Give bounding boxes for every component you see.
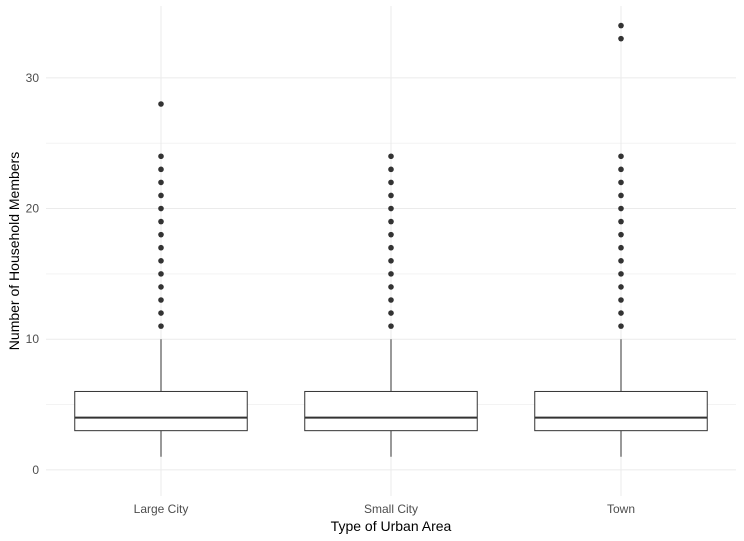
outlier-point bbox=[158, 284, 164, 290]
outlier-point bbox=[618, 218, 624, 225]
y-tick-label: 20 bbox=[26, 202, 40, 216]
outlier-point bbox=[618, 166, 624, 173]
box-small-city bbox=[304, 153, 478, 457]
outlier-point bbox=[388, 310, 394, 316]
outlier-point bbox=[618, 22, 624, 29]
outlier-point bbox=[158, 192, 164, 199]
outlier-point bbox=[158, 205, 164, 212]
outlier-point bbox=[388, 192, 394, 199]
outlier-point bbox=[618, 297, 624, 303]
tick-labels: 0 10 20 30 Large City Small City Town bbox=[26, 71, 635, 516]
x-tick-label: Small City bbox=[364, 502, 418, 516]
outlier-point bbox=[618, 310, 624, 316]
outlier-point bbox=[388, 271, 394, 277]
x-tick-label: Large City bbox=[134, 502, 189, 516]
y-axis-title: Number of Household Members bbox=[6, 152, 22, 350]
outlier-point bbox=[158, 244, 164, 251]
outlier-point bbox=[158, 166, 164, 173]
outlier-point bbox=[618, 231, 624, 238]
outlier-point bbox=[158, 271, 164, 277]
outlier-point bbox=[618, 35, 624, 42]
outlier-point bbox=[388, 231, 394, 238]
outlier-point bbox=[158, 258, 164, 264]
outlier-point bbox=[158, 101, 164, 107]
outlier-point bbox=[388, 205, 394, 212]
box-iqr bbox=[304, 390, 478, 432]
y-tick-label: 30 bbox=[26, 71, 40, 85]
outlier-point bbox=[618, 153, 624, 160]
outlier-point bbox=[388, 166, 394, 173]
box-large-city bbox=[74, 101, 248, 457]
outlier-point bbox=[618, 179, 624, 186]
outlier-point bbox=[158, 218, 164, 225]
boxes bbox=[74, 22, 708, 457]
outlier-point bbox=[158, 297, 164, 303]
outlier-point bbox=[618, 244, 624, 251]
outlier-point bbox=[618, 284, 624, 290]
outlier-point bbox=[388, 179, 394, 186]
x-axis-title: Type of Urban Area bbox=[331, 518, 452, 534]
outlier-point bbox=[158, 179, 164, 186]
y-tick-label: 10 bbox=[26, 332, 40, 346]
outlier-point bbox=[618, 258, 624, 264]
outlier-point bbox=[388, 297, 394, 303]
box-town bbox=[534, 22, 708, 457]
box-iqr bbox=[74, 390, 248, 432]
outlier-point bbox=[618, 192, 624, 199]
x-tick-label: Town bbox=[607, 502, 635, 516]
outlier-point bbox=[158, 323, 164, 329]
outlier-point bbox=[618, 205, 624, 212]
y-tick-label: 0 bbox=[32, 463, 39, 477]
box-iqr bbox=[534, 390, 708, 432]
outlier-point bbox=[388, 244, 394, 251]
outlier-point bbox=[388, 258, 394, 264]
outlier-point bbox=[388, 218, 394, 225]
outlier-point bbox=[158, 153, 164, 160]
outlier-point bbox=[388, 153, 394, 160]
outlier-point bbox=[388, 323, 394, 329]
outlier-point bbox=[158, 310, 164, 316]
outlier-point bbox=[618, 271, 624, 277]
outlier-point bbox=[618, 323, 624, 329]
outlier-point bbox=[388, 284, 394, 290]
outlier-point bbox=[158, 231, 164, 238]
